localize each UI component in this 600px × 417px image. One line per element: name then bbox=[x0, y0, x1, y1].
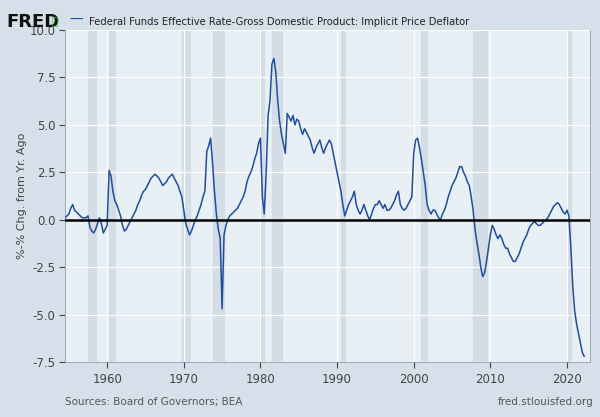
Bar bbox=[421, 30, 427, 362]
Text: fred.stlouisfed.org: fred.stlouisfed.org bbox=[498, 397, 594, 407]
Bar bbox=[260, 30, 264, 362]
Text: ⫄: ⫄ bbox=[51, 17, 58, 27]
Text: —: — bbox=[70, 13, 83, 27]
Text: Federal Funds Effective Rate-Gross Domestic Product: Implicit Price Deflator: Federal Funds Effective Rate-Gross Domes… bbox=[89, 17, 469, 27]
Bar bbox=[272, 30, 281, 362]
Bar bbox=[341, 30, 345, 362]
Bar bbox=[473, 30, 487, 362]
Bar bbox=[567, 30, 571, 362]
Y-axis label: %-% Chg. from Yr. Ago: %-% Chg. from Yr. Ago bbox=[17, 133, 28, 259]
Bar bbox=[88, 30, 95, 362]
Bar bbox=[109, 30, 115, 362]
Text: Sources: Board of Governors; BEA: Sources: Board of Governors; BEA bbox=[65, 397, 242, 407]
Bar bbox=[212, 30, 224, 362]
Text: FRED: FRED bbox=[6, 13, 59, 31]
Bar bbox=[182, 30, 190, 362]
